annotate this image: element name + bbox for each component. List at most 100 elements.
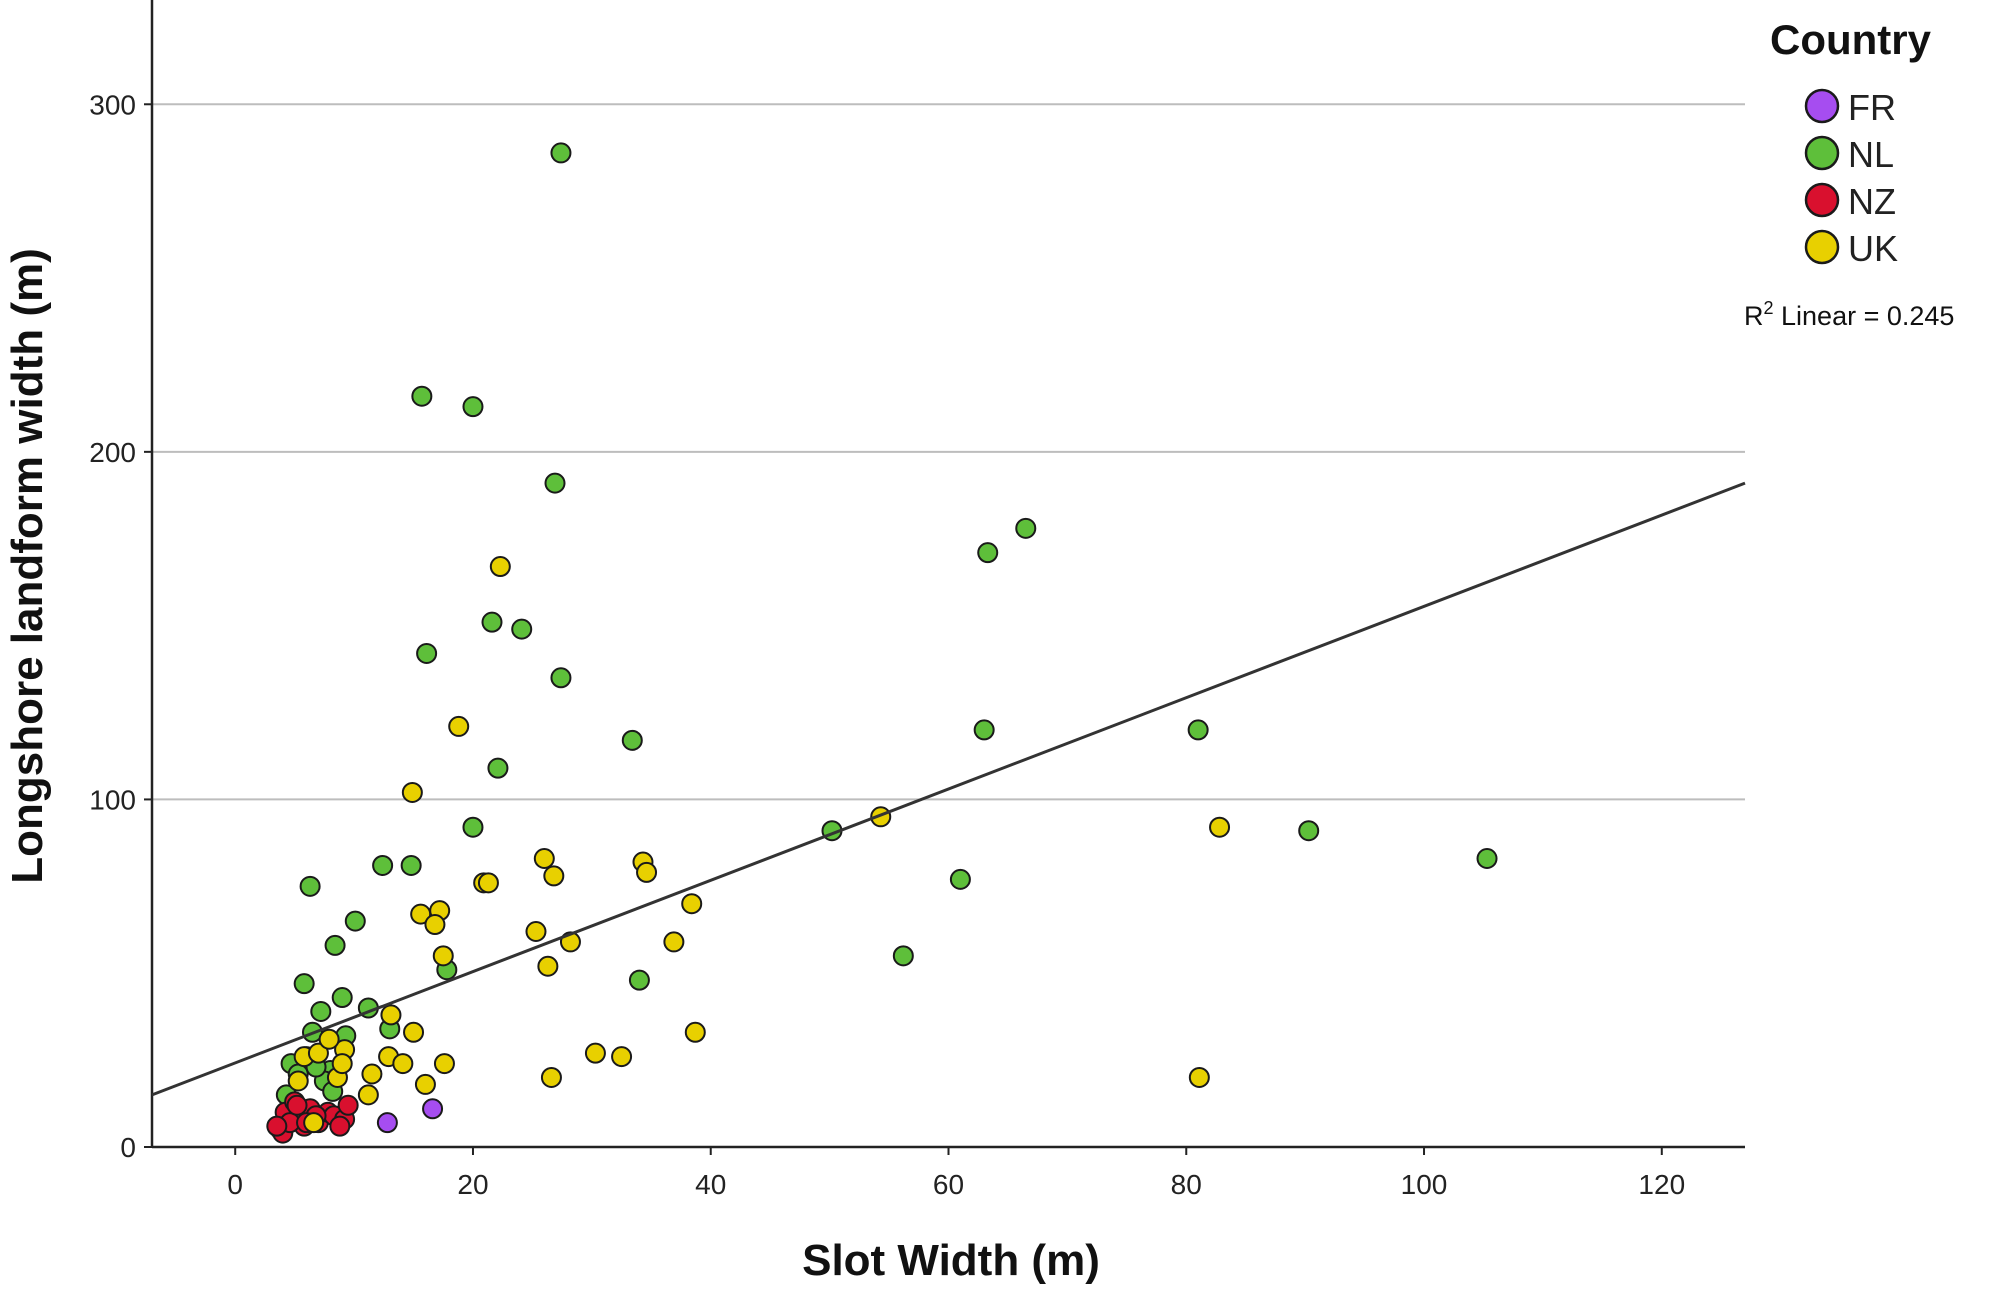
fit-line <box>151 481 1746 1097</box>
data-point-uk <box>489 556 511 578</box>
data-point-nl <box>1015 517 1037 539</box>
data-point-uk <box>540 1066 562 1088</box>
x-tick-label: 0 <box>227 1169 243 1200</box>
data-point-nl <box>550 142 572 164</box>
data-point-uk <box>543 865 565 887</box>
legend-marker-uk <box>1804 229 1840 265</box>
data-point-nl <box>977 542 999 564</box>
data-point-uk <box>525 921 547 943</box>
x-tick-label: 40 <box>695 1169 726 1200</box>
legend-marker-nl <box>1804 135 1840 171</box>
data-point-nl <box>1187 719 1209 741</box>
data-point-uk <box>287 1070 309 1092</box>
legend-items: FR NL NZ UK <box>1804 87 1898 269</box>
x-tick-label: 100 <box>1401 1169 1448 1200</box>
data-point-nl <box>372 854 394 876</box>
data-point-uk <box>433 1053 455 1075</box>
data-point-uk <box>477 872 499 894</box>
data-point-nl <box>892 945 914 967</box>
data-point-uk <box>424 914 446 936</box>
data-point-nl <box>544 472 566 494</box>
data-point-nl <box>462 396 484 418</box>
data-point-uk <box>318 1028 340 1050</box>
data-point-uk <box>663 931 685 953</box>
data-point-nl <box>550 667 572 689</box>
data-point-nl <box>400 854 422 876</box>
y-tick-label: 300 <box>89 89 136 120</box>
data-point-nl <box>487 757 509 779</box>
fit-label: R2 Linear = 0.245 <box>1744 298 1954 331</box>
fit-label-exponent: 2 <box>1764 298 1774 318</box>
data-point-nl <box>973 719 995 741</box>
data-point-uk <box>432 945 454 967</box>
data-point-nl <box>481 611 503 633</box>
data-points <box>266 142 1498 1144</box>
data-point-nl <box>411 385 433 407</box>
x-tick-label: 120 <box>1638 1169 1685 1200</box>
data-point-uk <box>403 1021 425 1043</box>
data-point-uk <box>361 1063 383 1085</box>
y-tick-label: 200 <box>89 437 136 468</box>
y-axis-label: Longshore landform width (m) <box>3 248 52 884</box>
data-point-uk <box>303 1112 325 1134</box>
x-tick-label: 60 <box>933 1169 964 1200</box>
data-point-nz <box>329 1115 351 1137</box>
data-point-nz <box>337 1094 359 1116</box>
data-point-uk <box>684 1021 706 1043</box>
x-ticks: 0 20 40 60 80 100 120 <box>227 1147 1685 1200</box>
data-point-nl <box>416 642 438 664</box>
data-point-nl <box>344 910 366 932</box>
legend: Country FR NL NZ UK R2 Linear = 0.245 <box>1744 16 1954 331</box>
data-point-nl <box>628 969 650 991</box>
data-point-nz <box>286 1094 308 1116</box>
fit-label-prefix: R <box>1744 301 1764 331</box>
data-point-fr <box>422 1098 444 1120</box>
legend-label-uk: UK <box>1848 228 1898 269</box>
x-tick-label: 20 <box>457 1169 488 1200</box>
data-point-nl <box>1476 848 1498 870</box>
data-point-nl <box>621 729 643 751</box>
x-axis-label: Slot Width (m) <box>802 1236 1100 1285</box>
y-ticks: 0 100 200 300 <box>89 89 152 1163</box>
legend-label-nz: NZ <box>1848 181 1896 222</box>
data-point-nl <box>462 816 484 838</box>
data-point-nl <box>331 987 353 1009</box>
data-point-uk <box>537 955 559 977</box>
x-tick-label: 80 <box>1171 1169 1202 1200</box>
data-point-uk <box>414 1073 436 1095</box>
data-point-uk <box>611 1046 633 1068</box>
data-point-uk <box>401 781 423 803</box>
data-point-uk <box>380 1004 402 1026</box>
data-point-uk <box>584 1042 606 1064</box>
data-point-uk <box>1188 1066 1210 1088</box>
legend-title: Country <box>1770 16 1932 63</box>
data-point-nl <box>293 973 315 995</box>
data-point-uk <box>533 848 555 870</box>
data-point-uk <box>681 893 703 915</box>
data-point-nl <box>1298 820 1320 842</box>
data-point-uk <box>357 1084 379 1106</box>
data-point-nl <box>949 868 971 890</box>
data-point-nl <box>310 1000 332 1022</box>
data-point-uk <box>448 715 470 737</box>
data-point-nz <box>266 1115 288 1137</box>
data-point-uk <box>307 1042 329 1064</box>
data-point-nl <box>511 618 533 640</box>
data-point-uk <box>1209 816 1231 838</box>
data-point-uk <box>636 861 658 883</box>
y-tick-label: 100 <box>89 784 136 815</box>
data-point-uk <box>392 1053 414 1075</box>
fit-label-text: Linear = 0.245 <box>1774 301 1955 331</box>
data-point-nl <box>324 934 346 956</box>
data-point-nl <box>299 875 321 897</box>
y-tick-label: 0 <box>120 1132 136 1163</box>
data-point-fr <box>376 1112 398 1134</box>
legend-label-fr: FR <box>1848 87 1896 128</box>
legend-marker-nz <box>1804 182 1840 218</box>
data-point-uk <box>331 1053 353 1075</box>
legend-marker-fr <box>1804 88 1840 124</box>
legend-label-nl: NL <box>1848 134 1894 175</box>
gridlines <box>152 103 1745 801</box>
